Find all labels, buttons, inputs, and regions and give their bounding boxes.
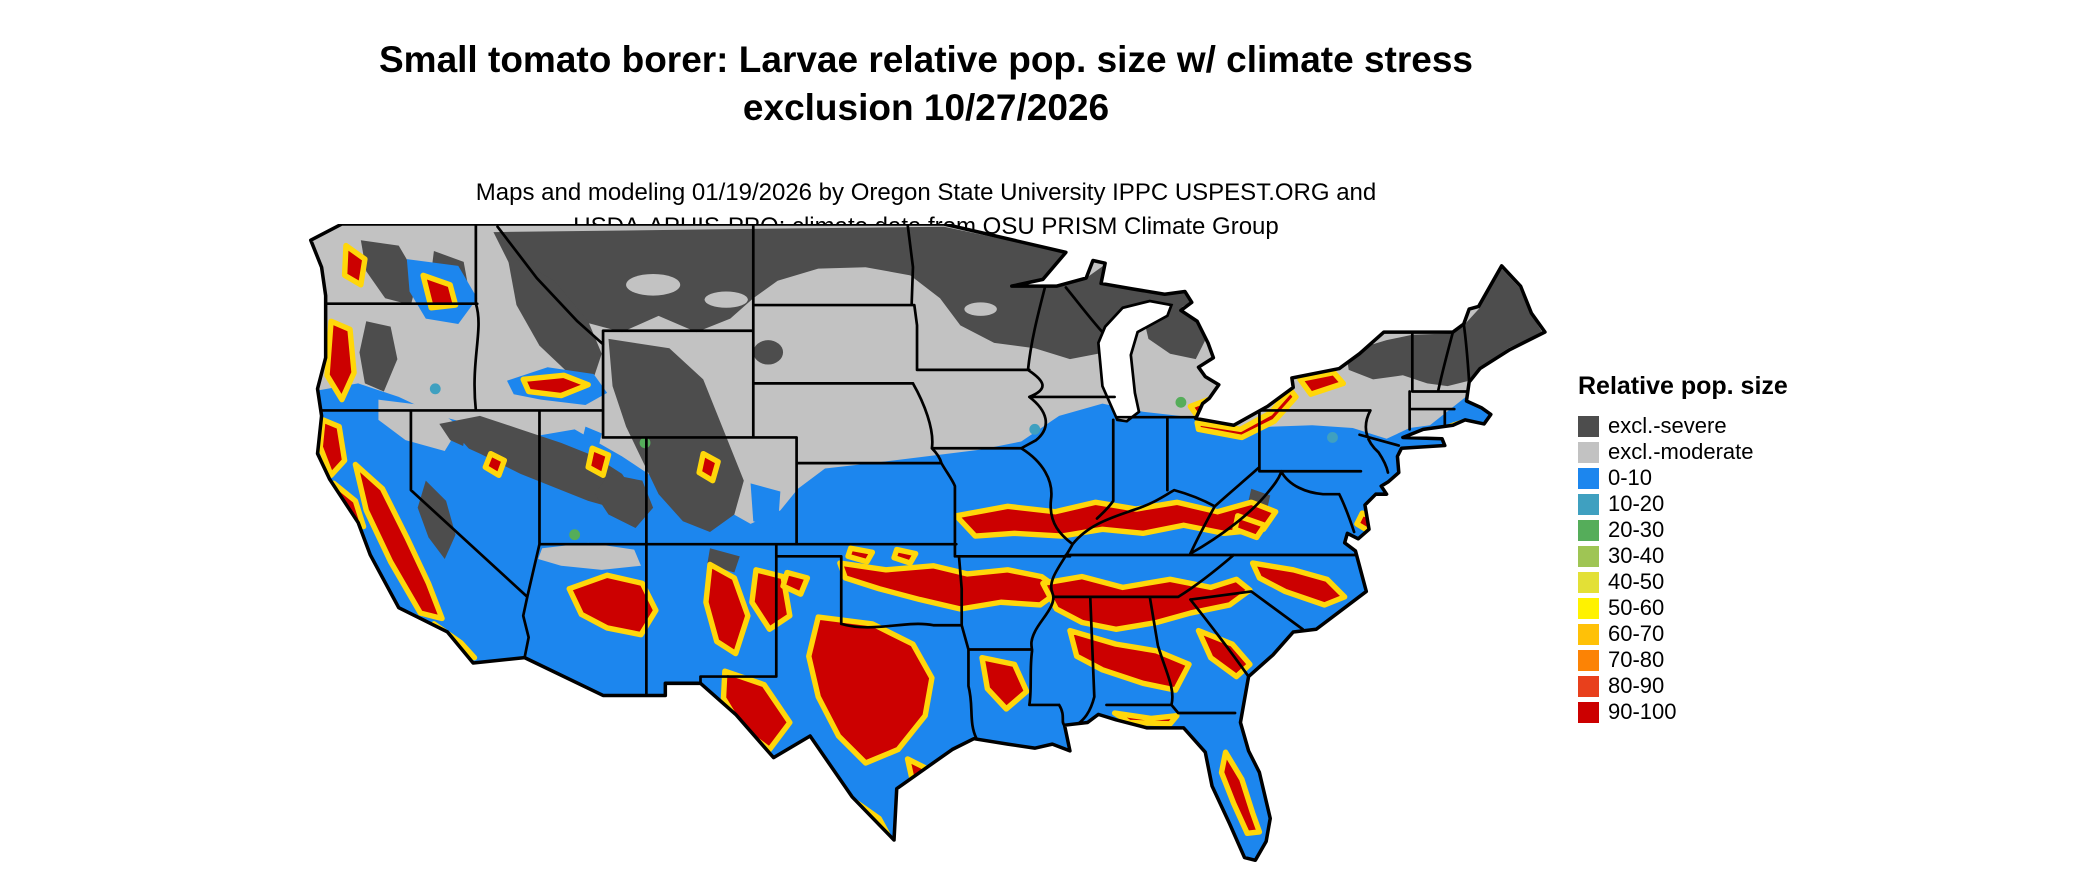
legend-item: excl.-moderate [1578, 439, 1788, 465]
legend-items: excl.-severe excl.-moderate 0-10 10-20 20-30… [1578, 413, 1788, 725]
legend-item: 60-70 [1578, 621, 1788, 647]
legend-label: 80-90 [1608, 673, 1665, 698]
legend-swatch [1578, 545, 1599, 567]
legend-item: 80-90 [1578, 673, 1788, 699]
legend-item: 90-100 [1578, 699, 1788, 725]
legend-swatch [1578, 441, 1599, 463]
legend-label: 70-80 [1608, 647, 1665, 672]
legend-swatch [1578, 467, 1599, 489]
legend-item: excl.-severe [1578, 413, 1788, 439]
legend-label: 40-50 [1608, 569, 1665, 594]
lake-michigan [1096, 299, 1174, 423]
legend-label: 60-70 [1608, 621, 1665, 646]
subtitle-line-1: Maps and modeling 01/19/2026 by Oregon S… [475, 179, 1377, 207]
legend-swatch [1578, 701, 1599, 723]
legend-label: excl.-moderate [1608, 439, 1754, 464]
legend-item: 0-10 [1578, 465, 1788, 491]
legend-label: 20-30 [1608, 517, 1665, 542]
map-fill-layers [310, 224, 1545, 861]
figure-header: Small tomato borer: Larvae relative pop.… [101, 36, 1751, 244]
legend-swatch [1578, 623, 1599, 645]
figure-title: Small tomato borer: Larvae relative pop.… [101, 36, 1751, 132]
legend-label: excl.-severe [1608, 413, 1727, 438]
us-outline [309, 224, 1547, 863]
legend-swatch [1578, 519, 1599, 541]
legend-swatch [1578, 675, 1599, 697]
legend-swatch [1578, 571, 1599, 593]
texture-light-patches [626, 273, 997, 316]
title-line-1: Small tomato borer: Larvae relative pop.… [379, 39, 1473, 80]
legend-label: 90-100 [1608, 699, 1677, 724]
title-line-2: exclusion 10/27/2026 [742, 87, 1110, 129]
state-borders [316, 224, 1471, 741]
legend-item: 20-30 [1578, 517, 1788, 543]
legend-label: 0-10 [1608, 465, 1653, 490]
legend-swatch [1578, 597, 1599, 619]
legend-label: 30-40 [1608, 543, 1665, 568]
legend-item: 30-40 [1578, 543, 1788, 569]
legend-item: 40-50 [1578, 569, 1788, 595]
legend-label: 10-20 [1608, 491, 1665, 516]
mid-class-specks [429, 383, 1338, 541]
legend-item: 10-20 [1578, 491, 1788, 517]
legend-swatch [1578, 649, 1599, 671]
us-choropleth-map [309, 224, 1547, 863]
legend-label: 50-60 [1608, 595, 1665, 620]
high-population-red-blobs [317, 242, 1474, 836]
legend-item: 50-60 [1578, 595, 1788, 621]
legend-item: 70-80 [1578, 647, 1788, 673]
legend-swatch [1578, 415, 1599, 437]
legend: Relative pop. size excl.-severe excl.-mod… [1578, 372, 1788, 725]
legend-swatch [1578, 493, 1599, 515]
moderate-exclusion-blobs [378, 399, 641, 570]
legend-title: Relative pop. size [1578, 372, 1788, 400]
